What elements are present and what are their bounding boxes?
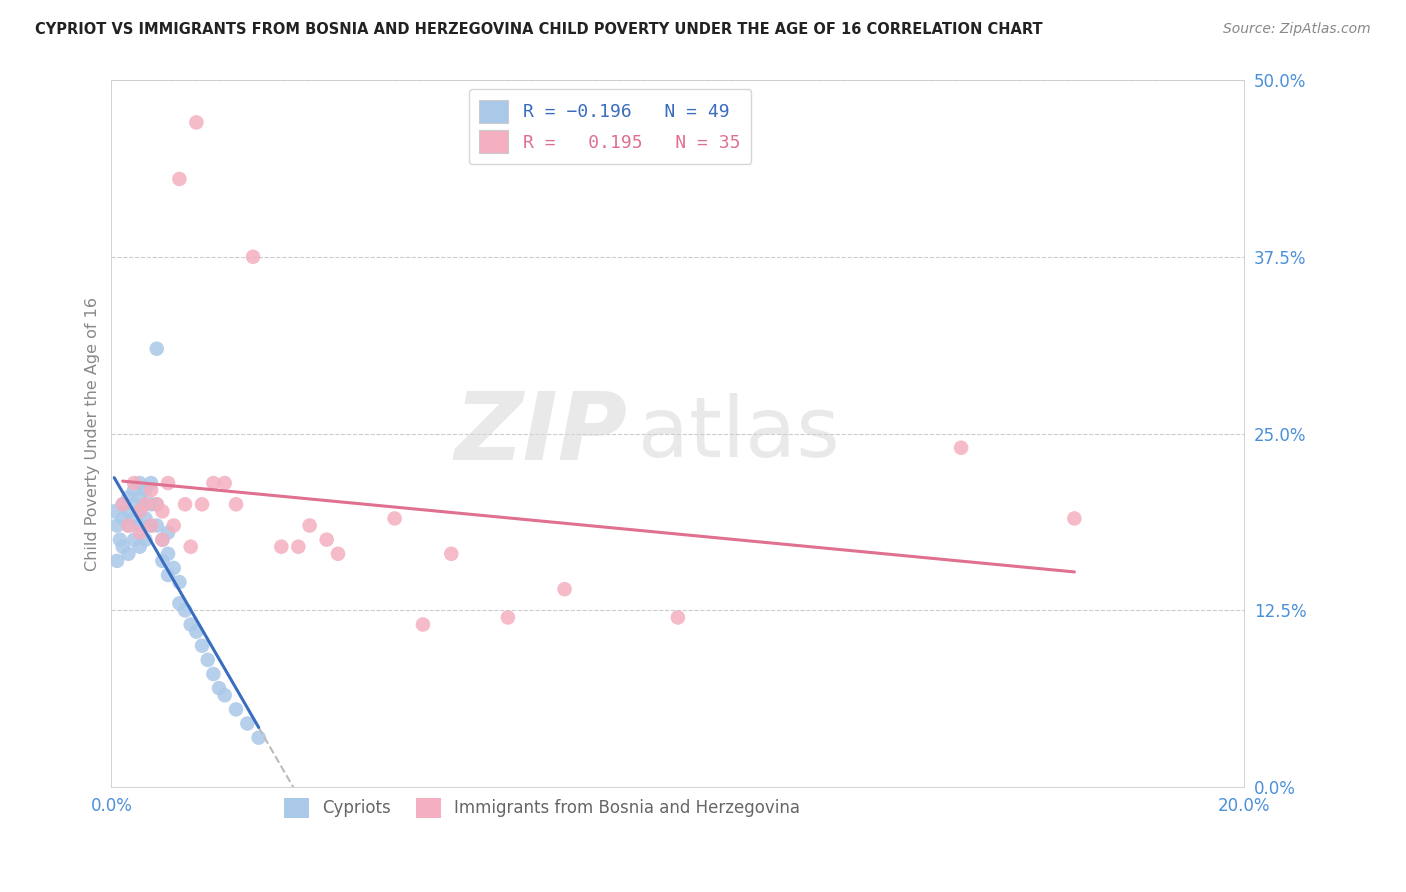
Point bbox=[1063, 511, 1085, 525]
Point bbox=[186, 624, 208, 639]
Point bbox=[150, 533, 173, 547]
Point bbox=[191, 497, 214, 511]
Point bbox=[111, 540, 134, 554]
Point bbox=[174, 497, 197, 511]
Point bbox=[150, 533, 173, 547]
Legend: Cypriots, Immigrants from Bosnia and Herzegovina: Cypriots, Immigrants from Bosnia and Her… bbox=[277, 791, 807, 825]
Text: ZIP: ZIP bbox=[454, 388, 627, 480]
Point bbox=[157, 547, 180, 561]
Point bbox=[139, 483, 162, 497]
Point bbox=[128, 518, 150, 533]
Point bbox=[169, 596, 191, 610]
Point bbox=[122, 511, 145, 525]
Point bbox=[214, 476, 236, 491]
Point bbox=[117, 518, 139, 533]
Point bbox=[139, 518, 162, 533]
Point bbox=[554, 582, 576, 596]
Point bbox=[163, 518, 186, 533]
Point bbox=[174, 603, 197, 617]
Point bbox=[270, 540, 292, 554]
Point bbox=[111, 511, 134, 525]
Point bbox=[134, 483, 156, 497]
Point bbox=[242, 250, 264, 264]
Point bbox=[666, 610, 689, 624]
Point bbox=[111, 497, 134, 511]
Point bbox=[202, 476, 225, 491]
Point bbox=[225, 497, 247, 511]
Point bbox=[180, 540, 202, 554]
Point bbox=[225, 702, 247, 716]
Point bbox=[128, 525, 150, 540]
Point bbox=[134, 497, 156, 511]
Point bbox=[105, 518, 128, 533]
Point bbox=[111, 497, 134, 511]
Point bbox=[191, 639, 214, 653]
Text: Source: ZipAtlas.com: Source: ZipAtlas.com bbox=[1223, 22, 1371, 37]
Point bbox=[122, 497, 145, 511]
Point bbox=[139, 497, 162, 511]
Point bbox=[145, 518, 167, 533]
Point bbox=[105, 554, 128, 568]
Point bbox=[214, 688, 236, 702]
Point bbox=[128, 540, 150, 554]
Point bbox=[108, 533, 131, 547]
Point bbox=[298, 518, 321, 533]
Point bbox=[117, 504, 139, 518]
Point bbox=[128, 504, 150, 518]
Point bbox=[117, 518, 139, 533]
Point bbox=[208, 681, 231, 695]
Point bbox=[326, 547, 349, 561]
Point bbox=[117, 490, 139, 504]
Point bbox=[950, 441, 973, 455]
Y-axis label: Child Poverty Under the Age of 16: Child Poverty Under the Age of 16 bbox=[86, 296, 100, 571]
Text: atlas: atlas bbox=[638, 393, 839, 474]
Point bbox=[139, 518, 162, 533]
Point bbox=[412, 617, 434, 632]
Text: CYPRIOT VS IMMIGRANTS FROM BOSNIA AND HERZEGOVINA CHILD POVERTY UNDER THE AGE OF: CYPRIOT VS IMMIGRANTS FROM BOSNIA AND HE… bbox=[35, 22, 1043, 37]
Point bbox=[145, 342, 167, 356]
Point bbox=[134, 533, 156, 547]
Point bbox=[122, 476, 145, 491]
Point bbox=[103, 504, 125, 518]
Point bbox=[122, 533, 145, 547]
Point bbox=[122, 483, 145, 497]
Point bbox=[145, 497, 167, 511]
Point bbox=[384, 511, 406, 525]
Point bbox=[134, 497, 156, 511]
Point bbox=[169, 575, 191, 590]
Point bbox=[197, 653, 219, 667]
Point bbox=[169, 172, 191, 186]
Point bbox=[496, 610, 519, 624]
Point bbox=[287, 540, 309, 554]
Point bbox=[157, 568, 180, 582]
Point bbox=[186, 115, 208, 129]
Point bbox=[157, 525, 180, 540]
Point bbox=[117, 547, 139, 561]
Point bbox=[236, 716, 259, 731]
Point bbox=[163, 561, 186, 575]
Point bbox=[202, 667, 225, 681]
Point bbox=[128, 504, 150, 518]
Point bbox=[139, 476, 162, 491]
Point bbox=[128, 476, 150, 491]
Point bbox=[440, 547, 463, 561]
Point bbox=[180, 617, 202, 632]
Point bbox=[150, 554, 173, 568]
Point bbox=[247, 731, 270, 745]
Point bbox=[128, 490, 150, 504]
Point bbox=[315, 533, 337, 547]
Point bbox=[134, 511, 156, 525]
Point bbox=[157, 476, 180, 491]
Point bbox=[145, 497, 167, 511]
Point bbox=[150, 504, 173, 518]
